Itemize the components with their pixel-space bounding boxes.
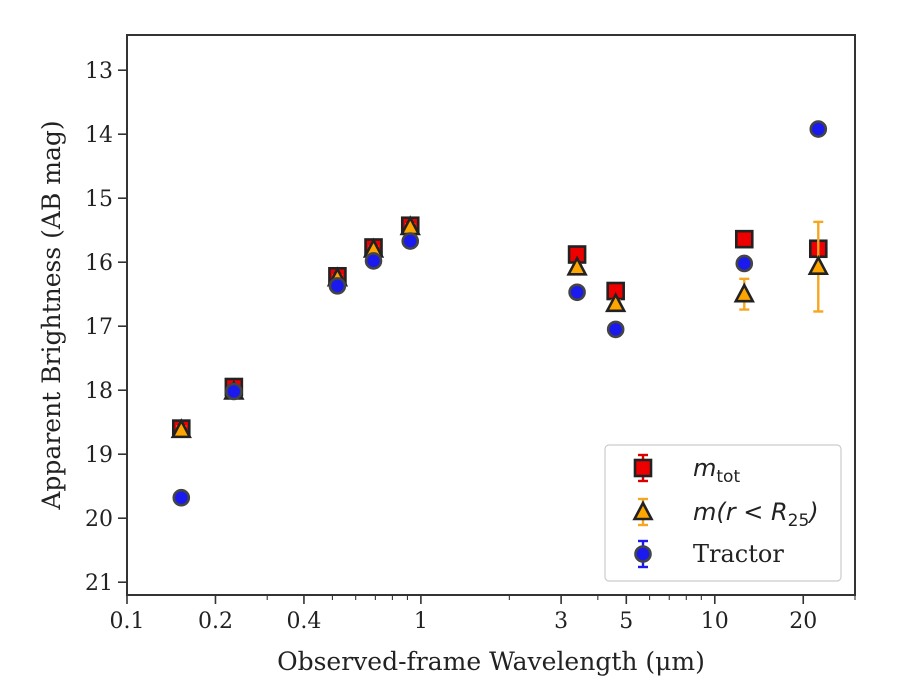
- point-circle: [172, 488, 191, 507]
- y-tick-label: 15: [85, 187, 113, 212]
- y-tick-label: 21: [85, 571, 113, 596]
- y-tick-label: 13: [85, 59, 113, 84]
- point-triangle: [807, 254, 829, 275]
- x-tick-label: 0.4: [286, 609, 321, 634]
- x-tick-label: 0.1: [110, 609, 145, 634]
- legend: mtot m(r < R25) Tractor: [604, 444, 842, 582]
- legend-label: mtot: [693, 454, 740, 487]
- point-triangle: [733, 282, 755, 303]
- x-tick-label: 20: [789, 609, 817, 634]
- x-tick-label: 5: [619, 609, 633, 634]
- point-circle: [606, 320, 625, 339]
- x-axis-title: Observed-frame Wavelength (μm): [277, 647, 705, 676]
- y-tick-label: 16: [85, 251, 113, 276]
- x-tick-label: 3: [554, 609, 568, 634]
- point-circle: [809, 120, 828, 138]
- legend-marker-circle: [634, 545, 652, 563]
- legend-box: [604, 444, 842, 582]
- x-tick-label: 10: [701, 609, 729, 634]
- legend-marker-triangle: [632, 500, 654, 521]
- point-circle: [364, 252, 383, 270]
- point-square: [734, 229, 754, 249]
- point-circle: [328, 277, 347, 295]
- point-triangle: [170, 418, 192, 439]
- x-tick-label: 1: [414, 609, 428, 634]
- point-triangle: [605, 292, 627, 313]
- y-tick-label: 20: [85, 507, 113, 532]
- y-tick-label: 19: [85, 443, 113, 468]
- legend-label: m(r < R25): [693, 498, 819, 531]
- y-axis-title: Apparent Brightness (AB mag): [37, 120, 66, 510]
- y-tick-label: 14: [85, 123, 113, 148]
- point-circle: [735, 254, 754, 273]
- y-tick-label: 18: [85, 379, 113, 404]
- y-tick-label: 17: [85, 315, 113, 340]
- legend-label: Tractor: [693, 540, 784, 568]
- point-circle: [225, 382, 243, 401]
- series-circle: [172, 120, 828, 507]
- point-circle: [401, 232, 420, 250]
- point-triangle: [566, 255, 588, 276]
- x-tick-label: 0.2: [198, 609, 233, 634]
- data-marks: [170, 120, 829, 507]
- legend-marker-square: [633, 458, 653, 478]
- point-circle: [568, 283, 586, 302]
